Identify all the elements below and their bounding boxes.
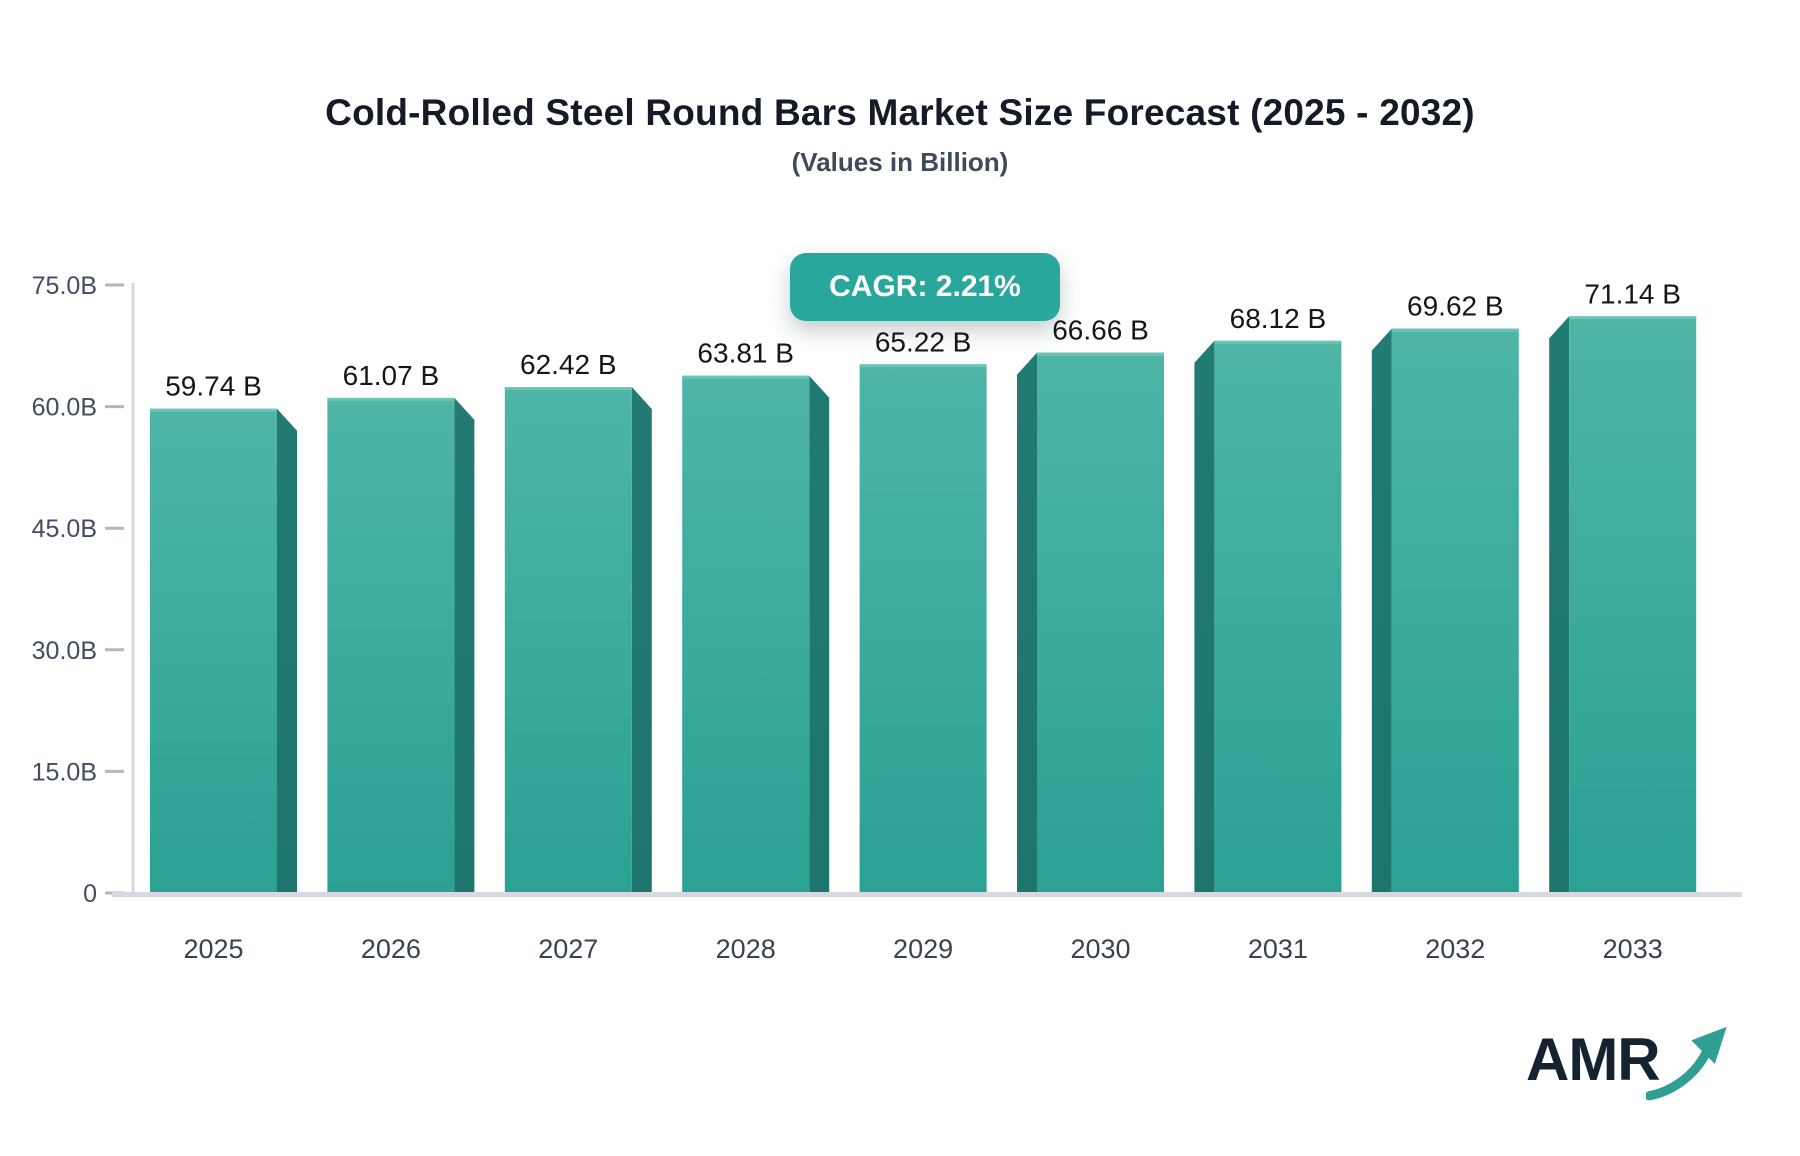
page-title: Cold-Rolled Steel Round Bars Market Size… bbox=[325, 92, 1475, 133]
y-axis-tick-label: 75.0B bbox=[32, 272, 97, 300]
bar-value-label: 69.62 B bbox=[1407, 291, 1504, 322]
amr-logo-text: AMR bbox=[1526, 1026, 1661, 1093]
x-axis-category-label: 2033 bbox=[1603, 934, 1663, 964]
x-axis-category-label: 2031 bbox=[1248, 934, 1308, 964]
y-axis-tick-label: 15.0B bbox=[32, 758, 97, 786]
cagr-badge: CAGR: 2.21% bbox=[790, 253, 1060, 321]
bar-side-shade bbox=[1017, 352, 1037, 893]
bar-value-label: 63.81 B bbox=[697, 338, 794, 369]
chart-subtitle: (Values in Billion) bbox=[791, 147, 1009, 177]
bar-group-2032: 69.62 B 2032 bbox=[1371, 291, 1519, 964]
x-axis-category-label: 2030 bbox=[1070, 934, 1130, 964]
bar-value-label: 61.07 B bbox=[343, 360, 440, 391]
bar[interactable] bbox=[504, 386, 632, 893]
bar[interactable] bbox=[327, 397, 455, 893]
bar-group-2028: 63.81 B 2028 bbox=[682, 338, 830, 964]
bar-side-shade bbox=[809, 375, 830, 893]
y-axis-tick-label: 60.0B bbox=[32, 394, 97, 422]
bar-side-shade bbox=[1371, 328, 1392, 893]
bar-group-2027: 62.42 B 2027 bbox=[504, 349, 652, 964]
bar-group-2030: 66.66 B 2030 bbox=[1017, 315, 1164, 964]
y-axis-tick-label: 0 bbox=[83, 880, 97, 908]
bar-value-label: 59.74 B bbox=[165, 371, 262, 402]
bar-side-shade bbox=[277, 408, 297, 893]
bar-group-2029: 65.22 B 2029 bbox=[859, 326, 987, 964]
bar[interactable] bbox=[1569, 316, 1697, 893]
bar[interactable] bbox=[150, 408, 277, 893]
bar[interactable] bbox=[859, 364, 987, 893]
x-axis-category-label: 2025 bbox=[183, 934, 243, 964]
x-axis-category-label: 2032 bbox=[1425, 934, 1485, 964]
x-axis-category-label: 2029 bbox=[893, 934, 953, 964]
x-axis-category-label: 2028 bbox=[716, 934, 776, 964]
bar-value-label: 66.66 B bbox=[1052, 315, 1149, 346]
growth-arrow-icon bbox=[1645, 1026, 1727, 1101]
bar[interactable] bbox=[1214, 340, 1342, 893]
bar-value-label: 71.14 B bbox=[1584, 278, 1681, 309]
bar-side-shade bbox=[454, 397, 475, 893]
y-axis-tick-label: 45.0B bbox=[32, 515, 97, 543]
amr-logo: AMR bbox=[1526, 1026, 1730, 1102]
bar-side-shade bbox=[631, 386, 652, 893]
bar[interactable] bbox=[1391, 328, 1519, 893]
bar-group-2033: 71.14 B 2033 bbox=[1549, 278, 1697, 964]
bar[interactable] bbox=[682, 375, 810, 893]
y-axis-tick-label: 30.0B bbox=[32, 637, 97, 665]
x-axis-category-label: 2026 bbox=[361, 934, 421, 964]
bar-group-2031: 68.12 B 2031 bbox=[1194, 303, 1342, 964]
bar[interactable] bbox=[1037, 352, 1164, 893]
bar-side-shade bbox=[1549, 316, 1570, 893]
bar-group-2025: 59.74 B 2025 bbox=[150, 371, 297, 964]
x-axis-category-label: 2027 bbox=[538, 934, 598, 964]
bar-value-label: 62.42 B bbox=[520, 349, 617, 380]
bar-value-label: 68.12 B bbox=[1230, 303, 1327, 334]
bar-value-label: 65.22 B bbox=[875, 326, 972, 357]
bar-group-2026: 61.07 B 2026 bbox=[327, 360, 475, 964]
bar-side-shade bbox=[1194, 340, 1215, 893]
